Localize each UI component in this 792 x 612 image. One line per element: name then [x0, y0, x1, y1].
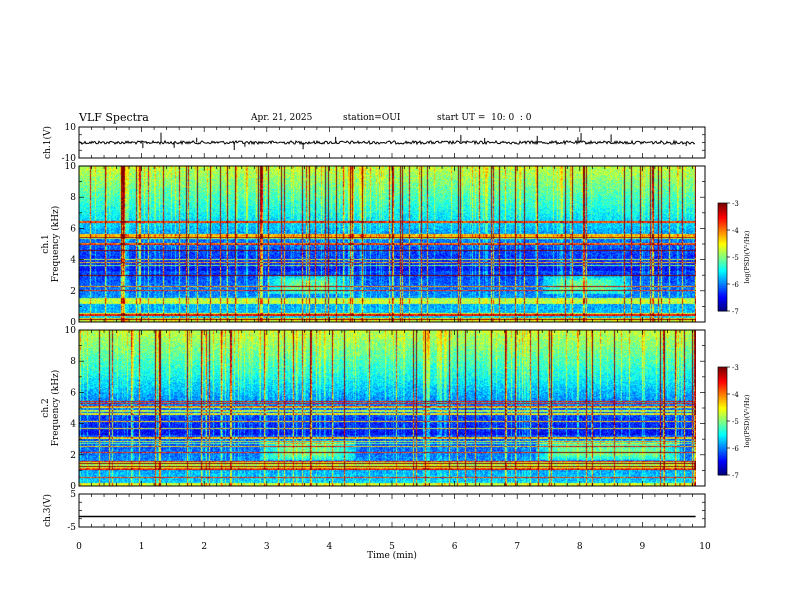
- y-axis-label: ch.3(V): [42, 494, 53, 527]
- x-tick-label: 3: [264, 542, 270, 552]
- y-tick-label: 2: [70, 451, 76, 461]
- chart-title: VLF Spectra: [79, 111, 149, 124]
- x-tick-label: 7: [514, 542, 520, 552]
- signal-trace: [78, 139, 695, 146]
- y-tick-label: 5: [70, 490, 76, 500]
- colorbar-tick-label: -7: [732, 308, 739, 316]
- colorbar: -7 -6 -5 -4 -3 log(PSD)(V²/Hz): [717, 364, 751, 480]
- colorbar-label: log(PSD)(V²/Hz): [743, 230, 751, 283]
- colorbar-tick-label: -5: [732, 254, 739, 262]
- y-tick-label: 0: [70, 318, 76, 328]
- x-tick-label: 0: [76, 542, 82, 552]
- spectrogram-image: [79, 330, 696, 486]
- y-axis-label-1: ch.2: [41, 398, 51, 417]
- x-axis-label: Time (min): [367, 550, 417, 561]
- station-label: station=OUI: [343, 113, 401, 123]
- colorbar-tick-label: -5: [732, 418, 739, 426]
- y-axis-label-2: Frequency (kHz): [50, 370, 61, 447]
- x-tick-label: 5: [389, 542, 395, 552]
- colorbar-tick-label: -6: [732, 445, 739, 453]
- y-tick-label: -10: [62, 154, 77, 164]
- colorbar-tick-label: -3: [732, 364, 739, 372]
- y-tick-label: 10: [65, 326, 77, 336]
- y-tick-label: 8: [70, 193, 76, 203]
- x-tick-label: 4: [327, 542, 333, 552]
- colorbar-tick-label: -4: [732, 227, 739, 235]
- colorbar-tick-label: -6: [732, 281, 739, 289]
- x-tick-label: 10: [699, 542, 711, 552]
- x-tick-label: 8: [577, 542, 583, 552]
- colorbar-tick-label: -7: [732, 472, 739, 480]
- colorbar-label: log(PSD)(V²/Hz): [743, 394, 751, 447]
- colorbar-tick-label: -4: [732, 391, 739, 399]
- spectrogram-image: [79, 166, 696, 322]
- y-tick-label: -5: [67, 523, 76, 533]
- colorbar: -7 -6 -5 -4 -3 log(PSD)(V²/Hz): [717, 200, 751, 316]
- y-tick-label: 4: [70, 420, 76, 430]
- panel-spectrogram-ch1: 0 2 4 6 8 10 ch.1 Frequency (kHz) -7 -6 -5 -4 -3 log(…: [41, 162, 751, 328]
- y-tick-label: 10: [65, 162, 77, 172]
- y-tick-label: 4: [70, 256, 76, 266]
- y-axis-label: ch.1(V): [42, 126, 53, 159]
- panel-ch1v: -10 10 ch.1(V): [42, 123, 706, 164]
- y-axis-label-2: Frequency (kHz): [50, 206, 61, 283]
- y-tick-label: 6: [70, 224, 76, 234]
- x-tick-label: 2: [201, 542, 207, 552]
- y-tick-label: 2: [70, 287, 76, 297]
- recording-date: Apr. 21, 2025: [251, 113, 313, 123]
- x-tick-label: 9: [640, 542, 646, 552]
- panel-ch3v: -5 5 ch.3(V): [42, 490, 706, 533]
- x-tick-label: 6: [452, 542, 458, 552]
- panel-spectrogram-ch2: 0 2 4 6 8 10 ch.2 Frequency (kHz) -7 -6 -5 -4 -3 log(…: [41, 326, 751, 492]
- y-tick-label: 6: [70, 388, 76, 398]
- colorbar-tick-label: -3: [732, 200, 739, 208]
- x-tick-label: 1: [139, 542, 145, 552]
- y-axis-label-1: ch.1: [41, 234, 51, 253]
- start-time-label: start UT = 10: 0 : 0: [437, 113, 532, 123]
- y-tick-label: 0: [70, 482, 76, 492]
- y-tick-label: 10: [65, 123, 77, 133]
- y-tick-label: 8: [70, 357, 76, 367]
